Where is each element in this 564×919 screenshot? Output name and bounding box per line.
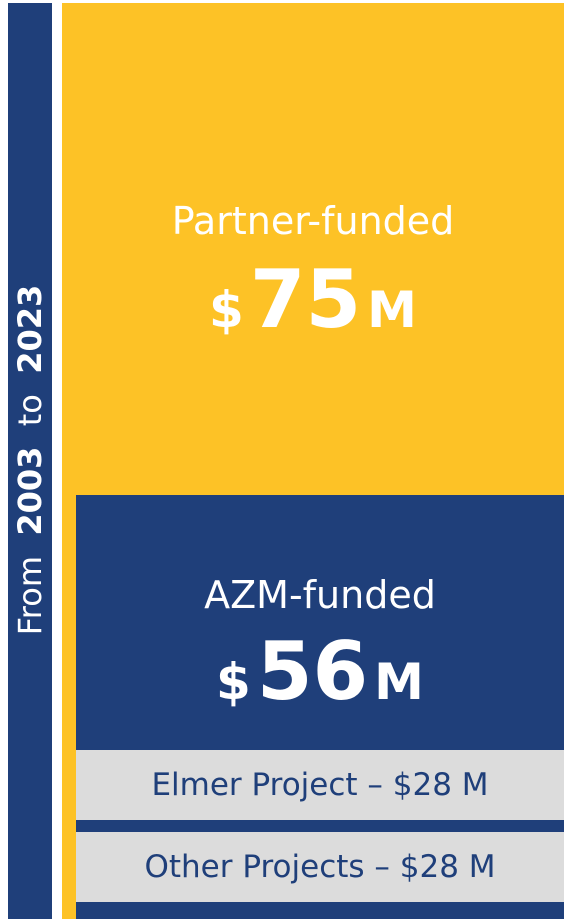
currency: $ xyxy=(216,653,251,711)
unit: M xyxy=(374,653,424,711)
azm-label: AZM-funded xyxy=(204,573,436,617)
side-bar xyxy=(8,3,52,919)
period-label: From 2003 to 2023 xyxy=(10,210,50,710)
project-row: Elmer Project – $28 M xyxy=(76,750,564,820)
partner-amount: $75 M xyxy=(62,253,564,346)
to-word: to xyxy=(11,394,49,427)
currency: $ xyxy=(209,281,244,339)
project-row: Other Projects – $28 M xyxy=(76,832,564,902)
start-year: 2003 xyxy=(11,446,49,536)
amount: 75 xyxy=(249,253,362,346)
unit: M xyxy=(367,281,417,339)
amount: 56 xyxy=(256,625,369,718)
azm-amount: $56 M xyxy=(76,625,564,718)
end-year: 2023 xyxy=(11,284,49,374)
partner-label: Partner-funded xyxy=(171,199,455,243)
from-word: From xyxy=(11,556,49,636)
